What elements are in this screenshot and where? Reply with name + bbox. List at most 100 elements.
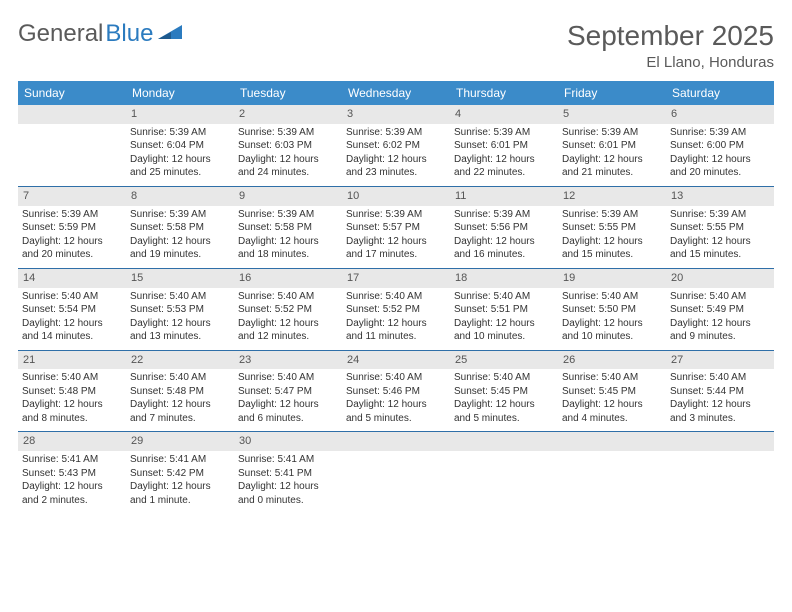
sunrise-text: Sunrise: 5:39 AM	[670, 126, 770, 140]
day-cell: 23Sunrise: 5:40 AMSunset: 5:47 PMDayligh…	[234, 350, 342, 432]
day-cell: 7Sunrise: 5:39 AMSunset: 5:59 PMDaylight…	[18, 186, 126, 268]
day-cell: 28Sunrise: 5:41 AMSunset: 5:43 PMDayligh…	[18, 432, 126, 513]
sunset-text: Sunset: 6:03 PM	[238, 139, 338, 153]
day-number: 27	[666, 351, 774, 370]
day-cell: 15Sunrise: 5:40 AMSunset: 5:53 PMDayligh…	[126, 268, 234, 350]
sunset-text: Sunset: 5:53 PM	[130, 303, 230, 317]
sunset-text: Sunset: 6:00 PM	[670, 139, 770, 153]
week-row: 14Sunrise: 5:40 AMSunset: 5:54 PMDayligh…	[18, 268, 774, 350]
daylight-text: Daylight: 12 hours and 6 minutes.	[238, 398, 338, 425]
daylight-text: Daylight: 12 hours and 4 minutes.	[562, 398, 662, 425]
sunrise-text: Sunrise: 5:39 AM	[238, 126, 338, 140]
sunset-text: Sunset: 5:48 PM	[130, 385, 230, 399]
dayhead-fri: Friday	[558, 81, 666, 105]
day-number: 12	[558, 187, 666, 206]
day-cell: 24Sunrise: 5:40 AMSunset: 5:46 PMDayligh…	[342, 350, 450, 432]
sunset-text: Sunset: 5:43 PM	[22, 467, 122, 481]
day-cell: 3Sunrise: 5:39 AMSunset: 6:02 PMDaylight…	[342, 105, 450, 186]
day-number: 20	[666, 269, 774, 288]
day-number: 16	[234, 269, 342, 288]
day-number: 19	[558, 269, 666, 288]
day-number: 9	[234, 187, 342, 206]
day-number: 24	[342, 351, 450, 370]
day-cell: 5Sunrise: 5:39 AMSunset: 6:01 PMDaylight…	[558, 105, 666, 186]
day-number-blank	[18, 105, 126, 124]
sunset-text: Sunset: 5:55 PM	[562, 221, 662, 235]
daylight-text: Daylight: 12 hours and 11 minutes.	[346, 317, 446, 344]
calendar-table: Sunday Monday Tuesday Wednesday Thursday…	[18, 81, 774, 513]
sunset-text: Sunset: 5:52 PM	[238, 303, 338, 317]
daylight-text: Daylight: 12 hours and 22 minutes.	[454, 153, 554, 180]
day-number: 21	[18, 351, 126, 370]
sunset-text: Sunset: 5:47 PM	[238, 385, 338, 399]
day-number: 8	[126, 187, 234, 206]
daylight-text: Daylight: 12 hours and 19 minutes.	[130, 235, 230, 262]
sunset-text: Sunset: 5:45 PM	[454, 385, 554, 399]
sunrise-text: Sunrise: 5:40 AM	[346, 371, 446, 385]
daylight-text: Daylight: 12 hours and 1 minute.	[130, 480, 230, 507]
sunrise-text: Sunrise: 5:39 AM	[130, 126, 230, 140]
header: GeneralBlue September 2025 El Llano, Hon…	[18, 20, 774, 71]
day-number: 18	[450, 269, 558, 288]
daylight-text: Daylight: 12 hours and 10 minutes.	[454, 317, 554, 344]
sunrise-text: Sunrise: 5:40 AM	[562, 371, 662, 385]
daylight-text: Daylight: 12 hours and 20 minutes.	[22, 235, 122, 262]
day-cell: 21Sunrise: 5:40 AMSunset: 5:48 PMDayligh…	[18, 350, 126, 432]
day-cell: 22Sunrise: 5:40 AMSunset: 5:48 PMDayligh…	[126, 350, 234, 432]
daylight-text: Daylight: 12 hours and 18 minutes.	[238, 235, 338, 262]
day-number-blank	[666, 432, 774, 451]
sunrise-text: Sunrise: 5:40 AM	[238, 371, 338, 385]
sunrise-text: Sunrise: 5:40 AM	[454, 371, 554, 385]
day-number: 15	[126, 269, 234, 288]
day-cell: 25Sunrise: 5:40 AMSunset: 5:45 PMDayligh…	[450, 350, 558, 432]
day-header-row: Sunday Monday Tuesday Wednesday Thursday…	[18, 81, 774, 105]
sunrise-text: Sunrise: 5:40 AM	[670, 371, 770, 385]
day-number: 30	[234, 432, 342, 451]
day-cell	[18, 105, 126, 186]
sunset-text: Sunset: 6:01 PM	[454, 139, 554, 153]
day-number: 22	[126, 351, 234, 370]
day-cell: 13Sunrise: 5:39 AMSunset: 5:55 PMDayligh…	[666, 186, 774, 268]
sunset-text: Sunset: 5:52 PM	[346, 303, 446, 317]
sunrise-text: Sunrise: 5:39 AM	[346, 208, 446, 222]
day-number: 6	[666, 105, 774, 124]
sunset-text: Sunset: 5:46 PM	[346, 385, 446, 399]
day-cell: 14Sunrise: 5:40 AMSunset: 5:54 PMDayligh…	[18, 268, 126, 350]
sunrise-text: Sunrise: 5:40 AM	[130, 371, 230, 385]
day-number: 25	[450, 351, 558, 370]
dayhead-thu: Thursday	[450, 81, 558, 105]
sunset-text: Sunset: 5:41 PM	[238, 467, 338, 481]
sunrise-text: Sunrise: 5:39 AM	[346, 126, 446, 140]
daylight-text: Daylight: 12 hours and 10 minutes.	[562, 317, 662, 344]
day-number: 7	[18, 187, 126, 206]
day-cell: 20Sunrise: 5:40 AMSunset: 5:49 PMDayligh…	[666, 268, 774, 350]
sunrise-text: Sunrise: 5:39 AM	[454, 208, 554, 222]
sunrise-text: Sunrise: 5:39 AM	[562, 126, 662, 140]
sunset-text: Sunset: 5:42 PM	[130, 467, 230, 481]
dayhead-wed: Wednesday	[342, 81, 450, 105]
day-number: 5	[558, 105, 666, 124]
daylight-text: Daylight: 12 hours and 7 minutes.	[130, 398, 230, 425]
day-number: 13	[666, 187, 774, 206]
logo-triangle-icon	[158, 20, 184, 48]
day-number: 28	[18, 432, 126, 451]
sunrise-text: Sunrise: 5:39 AM	[238, 208, 338, 222]
sunset-text: Sunset: 5:56 PM	[454, 221, 554, 235]
dayhead-mon: Monday	[126, 81, 234, 105]
dayhead-tue: Tuesday	[234, 81, 342, 105]
location-label: El Llano, Honduras	[567, 54, 774, 71]
day-number: 29	[126, 432, 234, 451]
day-number: 4	[450, 105, 558, 124]
logo-text-general: General	[18, 20, 103, 48]
month-title: September 2025	[567, 20, 774, 52]
daylight-text: Daylight: 12 hours and 15 minutes.	[562, 235, 662, 262]
day-cell: 29Sunrise: 5:41 AMSunset: 5:42 PMDayligh…	[126, 432, 234, 513]
sunrise-text: Sunrise: 5:39 AM	[670, 208, 770, 222]
sunset-text: Sunset: 5:49 PM	[670, 303, 770, 317]
calendar-page: GeneralBlue September 2025 El Llano, Hon…	[0, 0, 792, 523]
day-cell: 9Sunrise: 5:39 AMSunset: 5:58 PMDaylight…	[234, 186, 342, 268]
day-cell	[666, 432, 774, 513]
sunset-text: Sunset: 5:57 PM	[346, 221, 446, 235]
day-number: 2	[234, 105, 342, 124]
daylight-text: Daylight: 12 hours and 9 minutes.	[670, 317, 770, 344]
